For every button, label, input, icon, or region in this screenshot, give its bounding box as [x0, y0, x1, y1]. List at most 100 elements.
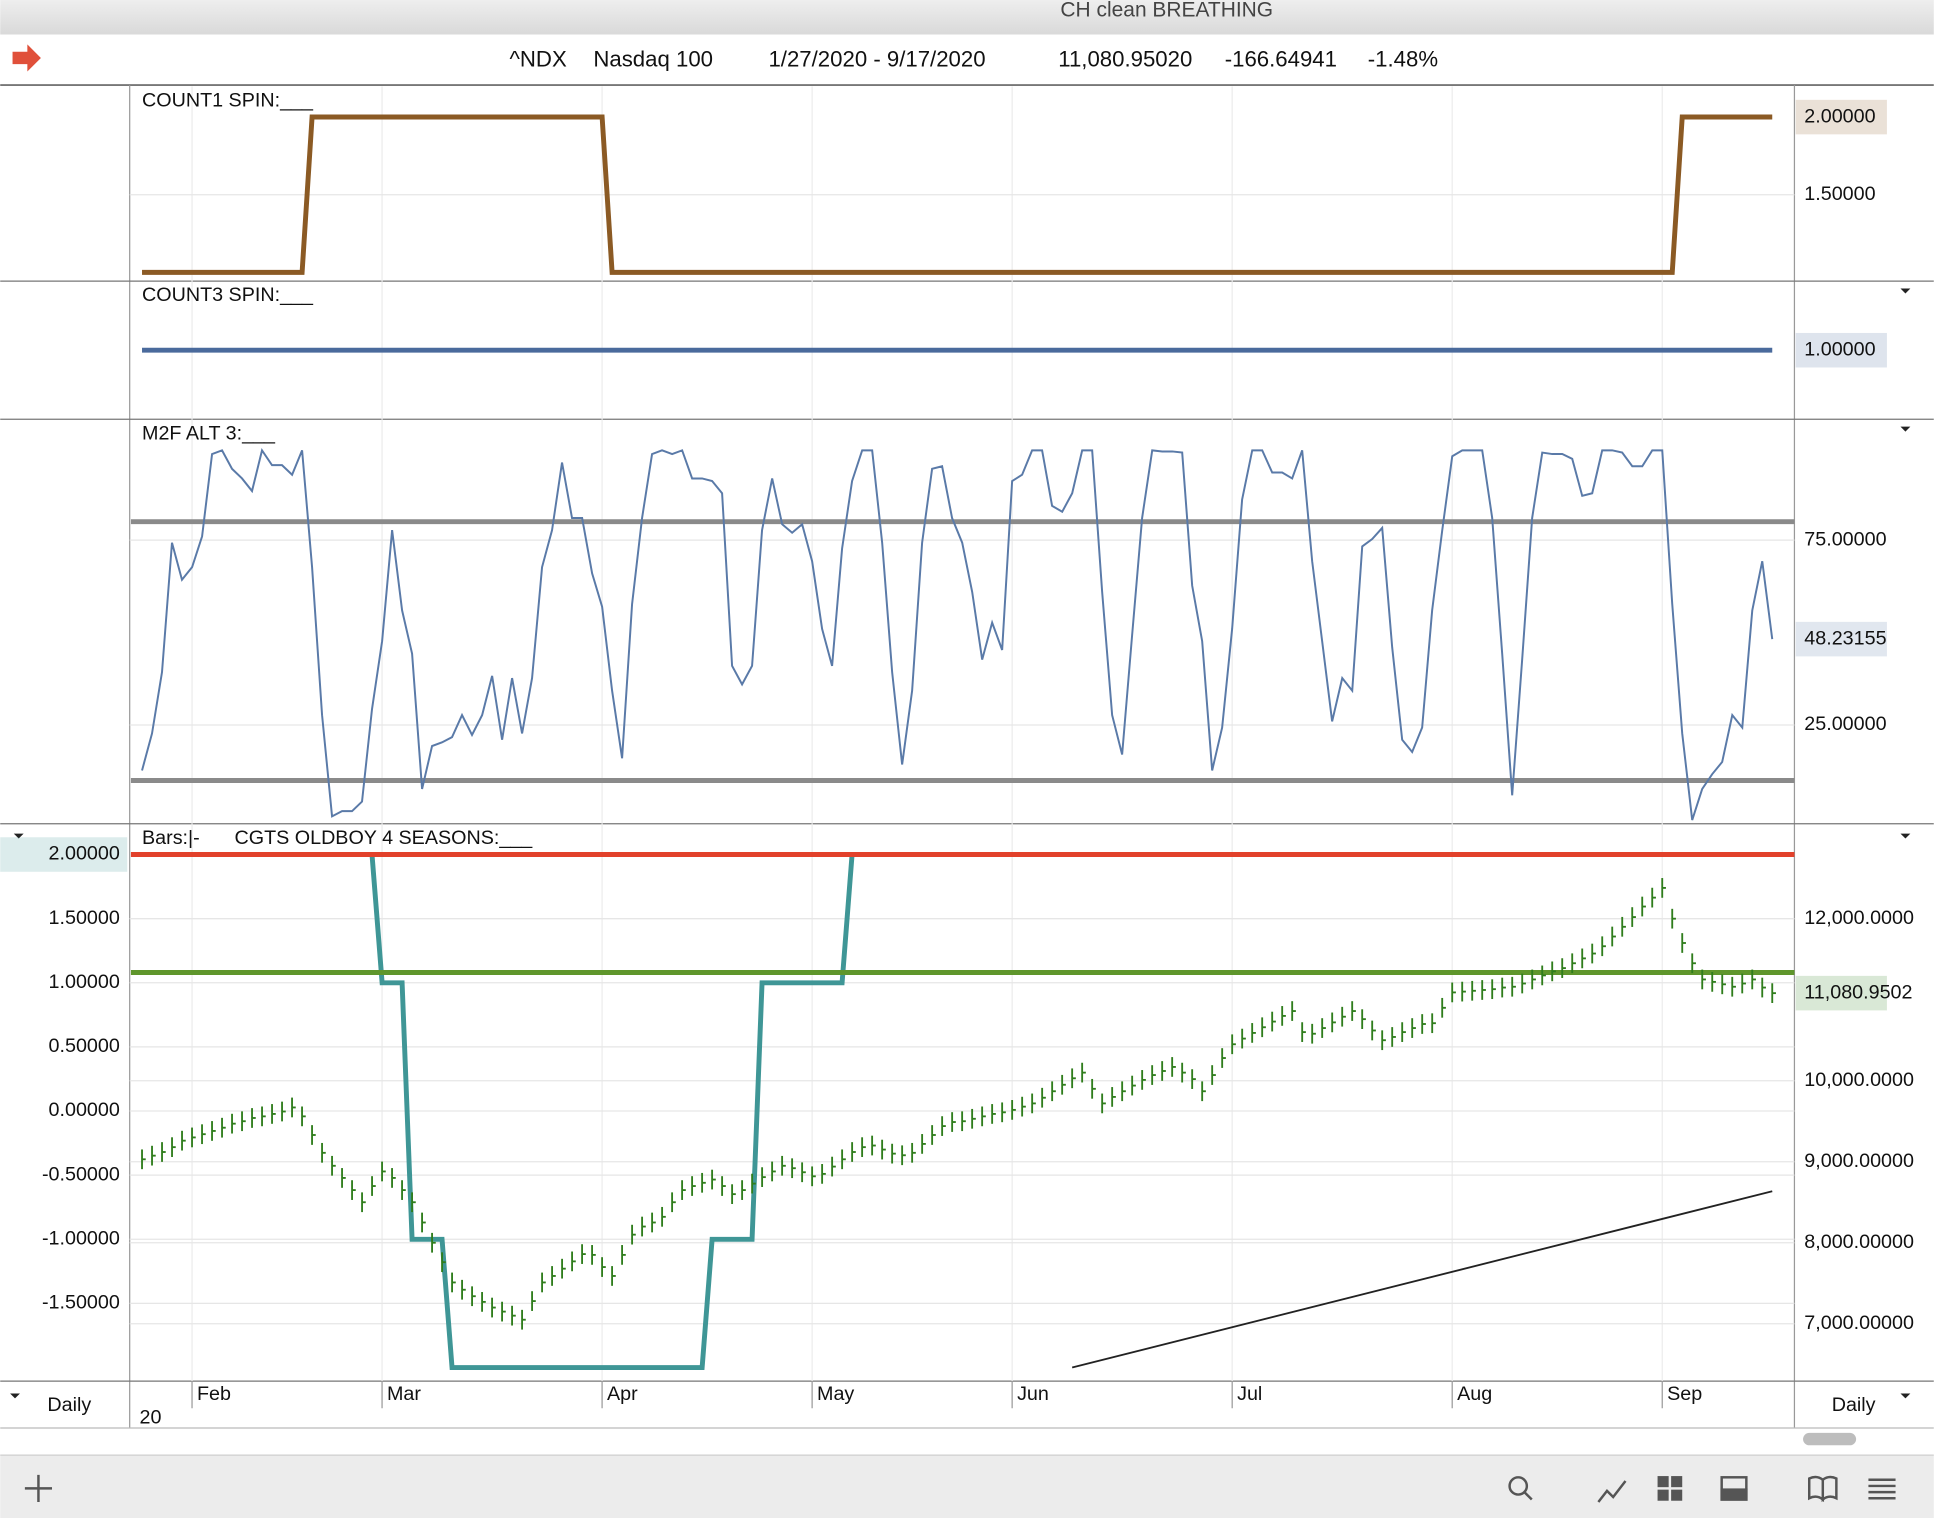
add-button[interactable] — [24, 1474, 53, 1502]
header-bar — [0, 34, 1934, 86]
last-value-box — [1795, 621, 1887, 657]
month-label: Sep — [1667, 1383, 1702, 1405]
interval-menu[interactable] — [10, 1393, 20, 1399]
price-bar — [1231, 1034, 1236, 1055]
price-bar — [581, 1244, 586, 1264]
price-change: -166.64941 — [1225, 46, 1337, 71]
price-bar — [1351, 1001, 1356, 1021]
y2-tick-label: 9,000.00000 — [1804, 1150, 1914, 1172]
price-bar — [1361, 1009, 1366, 1030]
panel-title: CGTS OLDBOY 4 SEASONS:___ — [235, 827, 534, 849]
price-bar — [851, 1142, 856, 1162]
price-bar — [1041, 1087, 1046, 1108]
y2-tick-label: 10,000.0000 — [1804, 1069, 1914, 1091]
price-bar — [531, 1291, 536, 1311]
price-bar — [1651, 887, 1656, 908]
price-bar — [981, 1106, 986, 1127]
last-value-label: 48.23155 — [1804, 627, 1886, 649]
y2-tick-label: 7,000.00000 — [1804, 1312, 1914, 1334]
price-bar — [1111, 1087, 1116, 1107]
price-bar — [1061, 1074, 1066, 1095]
price-bar — [241, 1111, 246, 1132]
window-title: CH clean BREATHING — [1060, 0, 1273, 22]
price-bar — [1201, 1081, 1206, 1102]
price-bar — [1631, 907, 1636, 927]
price-bar — [641, 1216, 646, 1237]
price-bar — [801, 1162, 806, 1183]
panel-menu[interactable] — [1900, 426, 1911, 432]
panel-menu[interactable] — [1900, 833, 1911, 839]
price-bar — [1541, 965, 1546, 986]
price-bar — [1401, 1022, 1406, 1042]
list-button[interactable] — [1868, 1478, 1896, 1500]
price-bar — [611, 1266, 616, 1286]
price-bar — [811, 1166, 816, 1187]
price-bar — [1771, 983, 1776, 1004]
price-bar — [471, 1286, 476, 1307]
panel-button[interactable] — [1720, 1476, 1748, 1501]
price-bar — [1491, 979, 1496, 1000]
price-bar — [181, 1130, 186, 1151]
price-bar — [1711, 972, 1716, 992]
scrollbar[interactable] — [1803, 1432, 1857, 1446]
price-bar — [691, 1176, 696, 1196]
price-bar — [1421, 1014, 1426, 1034]
price-bar — [1591, 943, 1596, 964]
y2-tick-label: 8,000.00000 — [1804, 1231, 1914, 1253]
price-bar — [961, 1111, 966, 1132]
price-bar — [1481, 980, 1486, 1000]
price-bar — [1311, 1023, 1316, 1044]
panel-menu[interactable] — [13, 833, 24, 839]
search-button[interactable] — [1508, 1476, 1533, 1501]
price-bar — [361, 1192, 366, 1213]
price-bar — [1141, 1070, 1146, 1090]
price-bar — [1341, 1006, 1346, 1027]
price-bar — [1261, 1017, 1266, 1038]
price-bar — [191, 1127, 196, 1148]
price-bar — [871, 1135, 876, 1156]
month-label: Jul — [1237, 1383, 1262, 1405]
price-bar — [1301, 1022, 1306, 1042]
last-value-label: 11,080.9502 — [1804, 981, 1912, 1003]
y-tick-label: 1.50000 — [49, 907, 120, 929]
price-bar — [861, 1137, 866, 1158]
interval-label[interactable]: Daily — [47, 1394, 91, 1416]
price-bar — [1511, 976, 1516, 997]
book-button[interactable] — [1808, 1475, 1838, 1503]
last-value-box — [1795, 99, 1887, 135]
price-bar — [481, 1292, 486, 1312]
price-bar — [1221, 1048, 1226, 1068]
last-value-label: 1.00000 — [1804, 338, 1875, 360]
indicator-line — [141, 447, 1774, 821]
price-bar — [231, 1113, 236, 1134]
price-bar — [401, 1180, 406, 1200]
symbol: ^NDX — [510, 46, 567, 71]
price-bar — [521, 1309, 526, 1330]
price-bar — [1101, 1093, 1106, 1114]
y-tick-label: 1.50000 — [1804, 183, 1875, 205]
arrow-icon[interactable] — [12, 44, 41, 72]
price-bar — [1281, 1006, 1286, 1026]
price-bar — [721, 1176, 726, 1196]
last-value-box — [0, 837, 128, 872]
price-bar — [311, 1125, 316, 1145]
price-bar — [341, 1168, 346, 1188]
interval-label[interactable]: Daily — [1832, 1394, 1876, 1416]
price-bar — [671, 1192, 676, 1213]
price-bar — [661, 1206, 666, 1227]
price-bar — [881, 1139, 886, 1160]
price-bar — [571, 1251, 576, 1272]
price-bar — [1411, 1018, 1416, 1038]
layout-button[interactable] — [1657, 1476, 1683, 1501]
toolbar-icons — [24, 1474, 1896, 1503]
year-label: 20 — [140, 1406, 162, 1428]
line-tool-button[interactable] — [1597, 1480, 1627, 1503]
interval-menu[interactable] — [1900, 1393, 1911, 1399]
price-change-pct: -1.48% — [1368, 46, 1438, 71]
price-bar — [1451, 982, 1456, 1003]
price-bar — [411, 1192, 416, 1213]
panel-menu[interactable] — [1900, 288, 1911, 294]
price-bar — [1461, 981, 1466, 1002]
price-bar — [1391, 1027, 1396, 1047]
